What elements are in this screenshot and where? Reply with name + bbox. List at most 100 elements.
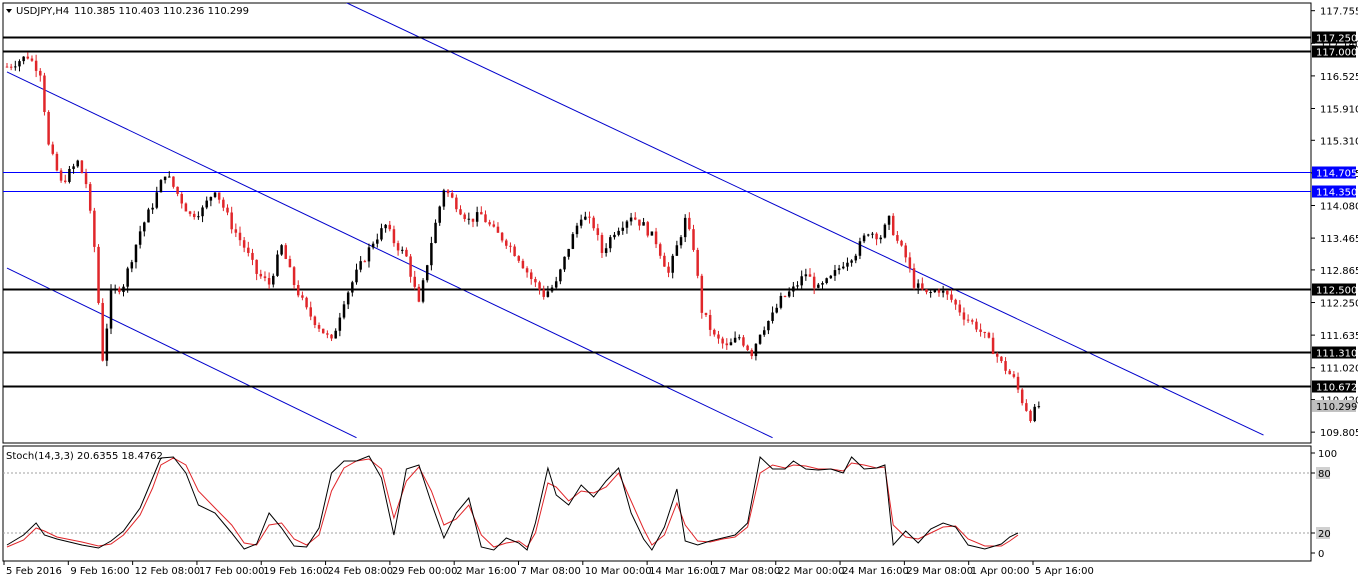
candle	[213, 192, 217, 199]
candle-body	[559, 269, 562, 282]
candle	[609, 234, 612, 253]
candle	[717, 330, 720, 344]
candle-body	[151, 207, 154, 210]
candle	[496, 222, 500, 233]
candle	[671, 253, 674, 279]
candle-body	[879, 237, 882, 240]
candle-body	[696, 249, 699, 276]
candle	[850, 259, 853, 267]
level-tag-bg	[1312, 185, 1356, 198]
candle-body	[30, 58, 34, 61]
candle-body	[255, 259, 258, 274]
candle-body	[717, 334, 720, 339]
candle-body	[163, 176, 167, 181]
candle	[342, 300, 346, 320]
candle	[733, 331, 737, 343]
candle-body	[138, 231, 142, 245]
candle-body	[109, 290, 113, 329]
candle	[376, 233, 379, 248]
candle-body	[738, 337, 741, 339]
candle	[713, 328, 716, 337]
candle	[480, 206, 483, 215]
candle-body	[971, 320, 974, 322]
stoch-tick-bg	[1316, 467, 1330, 479]
candle	[679, 235, 683, 249]
candle-body	[126, 268, 129, 287]
candle	[147, 207, 150, 223]
candle	[1016, 372, 1020, 394]
candle-body	[812, 276, 816, 288]
candle	[854, 253, 858, 264]
candle-body	[579, 219, 583, 226]
candle	[405, 247, 408, 257]
candle-body	[201, 207, 204, 217]
candle	[442, 188, 446, 210]
candle	[272, 273, 275, 288]
candle-body	[59, 170, 63, 181]
candle-body	[68, 168, 71, 182]
candle-body	[113, 288, 117, 291]
candle	[596, 223, 600, 241]
candle-body	[301, 295, 304, 298]
candle	[775, 303, 778, 314]
candle	[663, 252, 666, 267]
candle-body	[871, 233, 874, 235]
candle-body	[475, 212, 479, 222]
candle	[579, 214, 583, 229]
time-tick-label: 14 Mar 16:00	[649, 566, 716, 577]
candle	[292, 266, 296, 290]
candle	[975, 318, 978, 333]
candle	[88, 182, 92, 214]
candle	[159, 179, 163, 193]
candle	[592, 215, 595, 231]
candle-body	[642, 222, 645, 226]
candle-body	[205, 200, 208, 208]
stoch-main-line	[6, 455, 1019, 551]
candle	[309, 301, 312, 321]
candle	[804, 268, 808, 281]
candle	[363, 259, 367, 263]
candle	[550, 284, 554, 293]
candle-body	[842, 266, 845, 269]
candle-body	[305, 297, 308, 308]
candle	[646, 220, 649, 238]
candle-body	[380, 228, 383, 240]
candle	[334, 328, 337, 339]
candle	[1025, 399, 1028, 412]
candle	[18, 59, 21, 72]
candle-body	[804, 274, 808, 277]
candle-body	[800, 276, 803, 286]
candle	[817, 282, 820, 289]
candle	[704, 312, 708, 318]
candle-body	[496, 226, 500, 233]
stoch-signal-line	[6, 457, 1019, 548]
candle-body	[188, 211, 192, 214]
candle	[862, 233, 866, 244]
price-tick-label: 113.465	[1320, 234, 1358, 245]
candle-body	[995, 353, 999, 357]
candle-body	[88, 184, 92, 211]
candle	[575, 222, 579, 238]
candle-body	[105, 328, 109, 361]
candle-body	[509, 245, 512, 247]
level-tag-text: 110.672	[1316, 383, 1357, 394]
candle	[829, 274, 833, 279]
candle-body	[646, 222, 649, 236]
candle	[84, 168, 88, 189]
candle-body	[729, 342, 733, 346]
candle-body	[1029, 410, 1032, 422]
candle-body	[983, 331, 986, 333]
candle	[47, 110, 50, 146]
candle	[209, 196, 213, 207]
candle	[742, 334, 745, 348]
time-tick-label: 17 Feb 00:00	[199, 566, 265, 577]
candle	[251, 248, 254, 266]
candle	[708, 309, 712, 337]
candle	[64, 174, 67, 184]
candle-body	[867, 234, 870, 236]
collapse-triangle-icon[interactable]	[6, 9, 12, 13]
time-tick-label: 24 Feb 08:00	[328, 566, 394, 577]
candle-body	[991, 337, 995, 354]
candle-body	[455, 197, 458, 210]
candle	[68, 165, 71, 184]
